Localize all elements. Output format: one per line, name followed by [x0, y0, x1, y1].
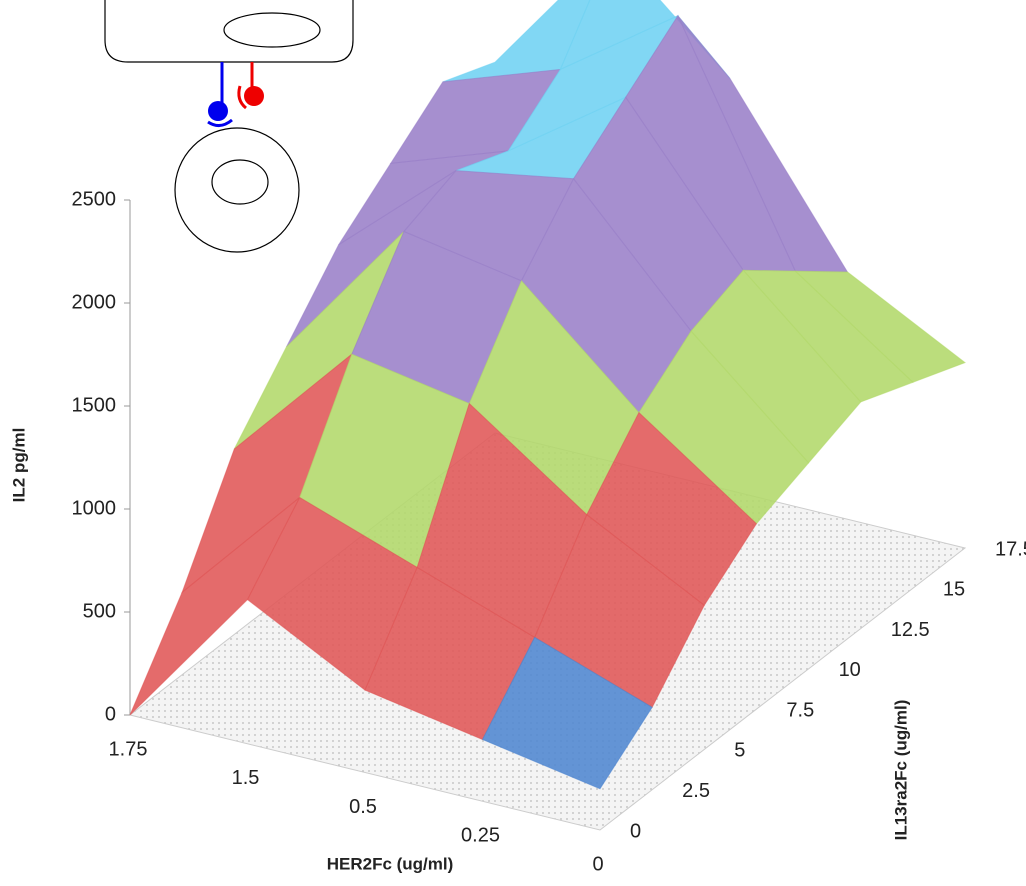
ligand-red — [244, 86, 264, 106]
x-axis-title: HER2Fc (ug/ml) — [327, 854, 454, 873]
z-tick-label: 0 — [105, 703, 116, 725]
x-tick-label: 1.75 — [109, 738, 148, 760]
y-tick-label: 0 — [630, 820, 641, 842]
arc-blue — [207, 118, 233, 127]
arc-red — [237, 85, 247, 110]
nucleus-bottom — [211, 159, 269, 205]
cell-top — [104, 0, 354, 63]
z-axis-title: IL2 pg/ml — [9, 428, 28, 503]
nucleus-top — [223, 12, 321, 48]
y-axis-title: IL13ra2Fc (ug/ml) — [891, 700, 910, 841]
y-tick-label: 2.5 — [682, 780, 710, 802]
x-tick-label: 0.5 — [349, 796, 377, 818]
cell-diagram — [104, 0, 354, 253]
z-tick-label: 2000 — [72, 291, 117, 313]
z-tick-label: 2500 — [72, 188, 117, 210]
z-tick-label: 1500 — [72, 394, 117, 416]
surface — [129, 0, 967, 790]
y-tick-label: 5 — [734, 740, 745, 762]
z-tick-label: 500 — [83, 600, 116, 622]
y-tick-label: 7.5 — [786, 699, 814, 721]
y-tick-label: 12.5 — [891, 619, 930, 641]
y-tick-label: 15 — [943, 579, 965, 601]
z-tick-label: 1000 — [72, 497, 117, 519]
cell-bottom — [174, 127, 300, 253]
x-tick-label: 0 — [592, 853, 603, 875]
ligand-blue — [208, 101, 228, 121]
x-tick-label: 0.25 — [461, 825, 500, 847]
y-tick-label: 10 — [839, 659, 861, 681]
y-tick-label: 17.5 — [995, 538, 1026, 560]
x-tick-label: 1.5 — [232, 767, 260, 789]
surface-patch — [481, 636, 653, 790]
labels: IL2 pg/ml HER2Fc (ug/ml) IL13ra2Fc (ug/m… — [9, 188, 1026, 875]
